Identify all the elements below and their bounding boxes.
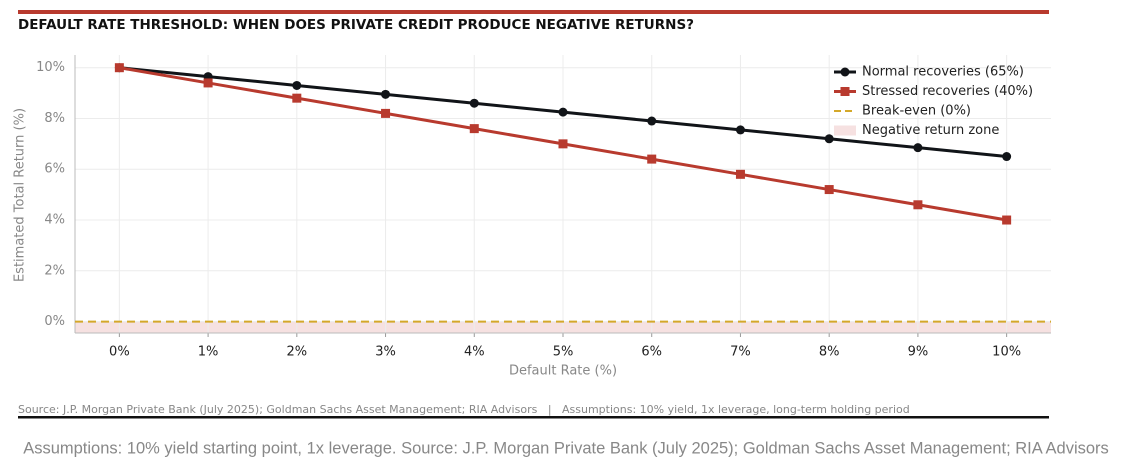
marker	[469, 124, 479, 134]
y-tick-label: 8%	[44, 111, 65, 126]
marker	[913, 143, 923, 153]
bottom-rule	[18, 416, 1049, 419]
marker	[469, 98, 479, 108]
legend-label: Normal recoveries (65%)	[862, 65, 1024, 80]
marker	[292, 93, 302, 103]
marker	[558, 107, 568, 117]
plot-area: 0% 2% 4% 6% 8% 10% 0% 1% 2% 3% 4% 5% 6% 7% 8% 9% 10% Norm…	[36, 55, 1051, 360]
legend-label: Break-even (0%)	[862, 104, 971, 119]
x-tick-label: 8%	[819, 345, 840, 360]
legend-marker	[840, 87, 850, 96]
y-tick-label: 0%	[44, 314, 65, 329]
x-tick-label: 6%	[641, 345, 662, 360]
marker	[558, 139, 568, 149]
source-note: Source: J.P. Morgan Private Bank (July 2…	[18, 403, 910, 416]
top-rule	[18, 10, 1049, 14]
marker	[381, 89, 391, 99]
marker	[913, 200, 923, 210]
y-tick-label: 6%	[44, 162, 65, 177]
marker	[735, 169, 745, 179]
x-tick-label: 0%	[109, 345, 130, 360]
x-tick-label: 10%	[992, 345, 1021, 360]
caption: Assumptions: 10% yield starting point, 1…	[23, 439, 1109, 457]
y-tick-label: 10%	[36, 60, 65, 75]
x-tick-label: 4%	[464, 345, 485, 360]
marker	[114, 63, 124, 73]
x-tick-label: 7%	[730, 345, 751, 360]
legend: Normal recoveries (65%) Stressed recoveri…	[834, 65, 1033, 138]
marker	[292, 80, 302, 90]
legend-swatch	[834, 125, 856, 136]
y-tick-label: 4%	[44, 213, 65, 228]
x-axis-label: Default Rate (%)	[509, 364, 617, 379]
legend-marker	[840, 67, 850, 77]
marker	[203, 78, 213, 88]
x-tick-label: 5%	[553, 345, 574, 360]
x-tick-label: 2%	[287, 345, 308, 360]
y-tick-label: 2%	[44, 263, 65, 278]
chart-title: DEFAULT RATE THRESHOLD: WHEN DOES PRIVAT…	[18, 17, 694, 33]
y-axis-label: Estimated Total Return (%)	[13, 108, 28, 282]
x-tick-label: 3%	[375, 345, 396, 360]
marker	[824, 134, 834, 144]
marker	[647, 116, 657, 126]
marker	[647, 154, 657, 164]
marker	[1002, 152, 1012, 162]
x-tick-label: 9%	[908, 345, 929, 360]
x-tick-label: 1%	[198, 345, 219, 360]
marker	[1002, 215, 1012, 225]
marker	[735, 125, 745, 135]
legend-label: Stressed recoveries (40%)	[862, 84, 1033, 99]
legend-label: Negative return zone	[862, 123, 999, 138]
marker	[824, 185, 834, 195]
marker	[381, 108, 391, 118]
